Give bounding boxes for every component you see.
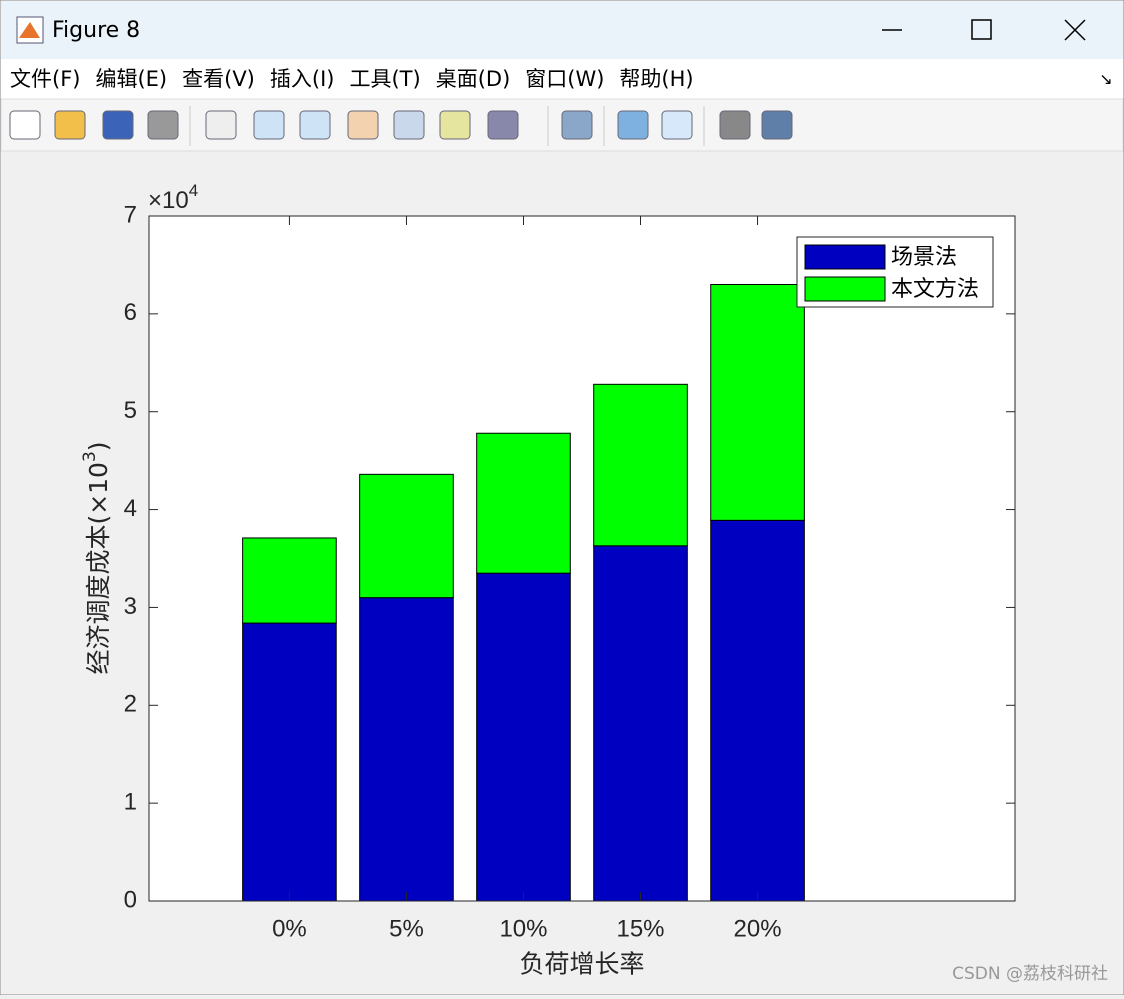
x-tick-label: 15% <box>616 915 664 942</box>
toolbar-button[interactable] <box>439 110 471 140</box>
close-button[interactable] <box>1064 19 1086 41</box>
toolbar-button[interactable] <box>617 110 649 140</box>
toolbar-button[interactable] <box>205 110 237 140</box>
bar-segment <box>242 622 337 902</box>
toolbar-button[interactable] <box>761 110 793 140</box>
legend-swatch <box>804 276 886 302</box>
menu-item[interactable]: 帮助(H) <box>619 67 693 91</box>
bar-segment <box>710 284 805 521</box>
toolbar-button[interactable] <box>719 110 751 140</box>
menu-item[interactable]: 查看(V) <box>182 67 255 91</box>
toolbar-button[interactable] <box>661 110 693 140</box>
title-bar <box>1 1 1123 59</box>
bar-segment <box>593 383 688 547</box>
menu-expand[interactable]: ↘ <box>1099 70 1112 89</box>
menu-item[interactable]: 插入(I) <box>270 67 335 91</box>
legend-swatch <box>804 244 886 270</box>
toolbar-button[interactable] <box>393 110 425 140</box>
bar-segment <box>593 545 688 902</box>
y-tick-label: 7 <box>124 201 137 228</box>
maximize-button[interactable] <box>971 19 992 40</box>
toolbar-button[interactable] <box>9 110 41 140</box>
bar-segment <box>242 537 337 624</box>
x-tick-label: 10% <box>499 915 547 942</box>
menu-item[interactable]: 编辑(E) <box>95 67 167 91</box>
x-tick-label: 5% <box>389 915 424 942</box>
menu-item[interactable]: 窗口(W) <box>525 67 604 91</box>
menu-bar <box>1 59 1123 99</box>
y-tick-label: 6 <box>124 299 137 326</box>
bar-segment <box>359 597 454 902</box>
menu-item[interactable]: 桌面(D) <box>436 67 511 91</box>
x-tick-label: 0% <box>272 915 307 942</box>
y-tick-label: 2 <box>124 691 137 718</box>
toolbar-button[interactable] <box>347 110 379 140</box>
y-label-close: ) <box>84 441 113 451</box>
axes-box <box>148 215 1016 902</box>
multiplier-exponent: 4 <box>189 181 198 200</box>
toolbar-button[interactable] <box>54 110 86 140</box>
menu-items: 文件(F) 编辑(E) 查看(V) 插入(I) 工具(T) 桌面(D) 窗口(W) 帮助(H) <box>10 67 694 91</box>
y-label-exponent: 3 <box>80 451 100 462</box>
bar-segment <box>359 473 454 599</box>
bar-segment <box>476 572 571 902</box>
toolbar-button[interactable] <box>147 110 179 140</box>
y-tick-label: 0 <box>124 886 137 913</box>
multiplier-base: ×10 <box>148 187 189 214</box>
y-tick-label: 4 <box>124 495 137 522</box>
toolbar-button[interactable] <box>299 110 331 140</box>
watermark: CSDN @荔枝科研社 <box>952 964 1108 984</box>
bar-segment <box>476 432 571 574</box>
menu-item[interactable]: 文件(F) <box>10 67 80 91</box>
y-label-main: 经济调度成本(×10 <box>84 462 113 675</box>
y-multiplier: ×104 <box>148 181 198 214</box>
toolbar-button[interactable] <box>561 110 593 140</box>
bar-segment <box>710 519 805 902</box>
toolbar-button[interactable] <box>102 110 134 140</box>
toolbar-icons <box>9 106 793 146</box>
x-tick-label: 20% <box>734 915 782 942</box>
y-tick-label: 3 <box>124 593 137 620</box>
toolbar-button[interactable] <box>253 110 285 140</box>
y-tick-label: 5 <box>124 397 137 424</box>
legend-label: 场景法 <box>891 245 957 270</box>
legend-label: 本文方法 <box>891 277 979 302</box>
y-tick-label: 1 <box>124 788 137 815</box>
y-axis-label: 经济调度成本(×103) <box>80 441 113 674</box>
menu-item[interactable]: 工具(T) <box>349 67 420 91</box>
window-title: Figure 8 <box>52 18 140 43</box>
app-icon <box>16 16 44 44</box>
x-axis-label: 负荷增长率 <box>519 950 644 979</box>
toolbar-button[interactable] <box>487 110 519 140</box>
